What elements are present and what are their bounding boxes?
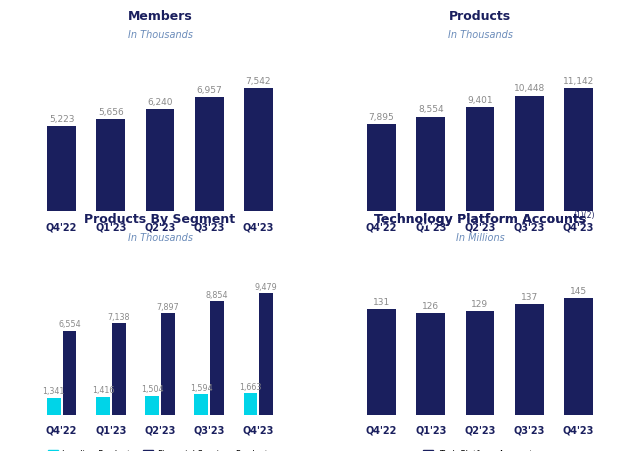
Text: 9,401: 9,401 <box>467 96 493 105</box>
Bar <box>161 314 175 415</box>
Text: 5,223: 5,223 <box>49 115 74 124</box>
Text: Technology Platform Accounts: Technology Platform Accounts <box>374 212 586 226</box>
Bar <box>515 304 543 415</box>
Bar <box>367 124 396 212</box>
Text: Members: Members <box>127 9 193 23</box>
Bar <box>96 397 110 415</box>
Text: 7,897: 7,897 <box>157 302 179 311</box>
Text: 7,542: 7,542 <box>246 77 271 86</box>
Text: 1,594: 1,594 <box>190 383 212 392</box>
Bar <box>195 395 208 415</box>
Bar <box>466 108 494 212</box>
Text: 8,554: 8,554 <box>418 105 444 114</box>
Bar <box>466 311 494 415</box>
Text: In Millions: In Millions <box>456 233 504 243</box>
Text: 1,416: 1,416 <box>92 385 114 394</box>
Text: Products: Products <box>449 9 511 23</box>
Text: 11,142: 11,142 <box>563 77 594 86</box>
Bar <box>112 323 125 415</box>
Bar <box>367 309 396 415</box>
Text: 131: 131 <box>373 297 390 306</box>
Bar <box>244 394 257 415</box>
Bar <box>97 120 125 212</box>
Legend: Lending Products, Financial Services Products: Lending Products, Financial Services Pro… <box>48 449 272 451</box>
Text: In Thousands: In Thousands <box>447 30 513 40</box>
Text: 7,138: 7,138 <box>108 312 130 321</box>
Bar <box>564 298 593 415</box>
Text: In Thousands: In Thousands <box>127 233 193 243</box>
Text: 137: 137 <box>520 293 538 302</box>
Bar <box>244 89 273 212</box>
Bar <box>146 110 174 212</box>
Bar <box>259 294 273 415</box>
Text: 9,479: 9,479 <box>255 282 278 291</box>
Bar <box>417 117 445 212</box>
Text: Products By Segment: Products By Segment <box>84 212 236 226</box>
Legend: Tech Platform Accounts: Tech Platform Accounts <box>422 449 538 451</box>
Text: 6,554: 6,554 <box>58 320 81 328</box>
Text: 5,656: 5,656 <box>98 107 124 116</box>
Text: Technology Platform Accounts: Technology Platform Accounts <box>374 212 586 226</box>
Bar <box>515 97 543 212</box>
Text: (1)(2): (1)(2) <box>573 211 595 220</box>
Text: 6,957: 6,957 <box>196 86 222 95</box>
Bar <box>47 127 76 212</box>
Text: 129: 129 <box>472 299 488 308</box>
Text: 7,895: 7,895 <box>369 113 394 121</box>
Bar <box>145 396 159 415</box>
Bar <box>564 89 593 212</box>
Bar <box>210 302 224 415</box>
Text: 1,341: 1,341 <box>42 387 65 396</box>
Text: 1,663: 1,663 <box>239 382 262 391</box>
Text: 8,854: 8,854 <box>206 290 228 299</box>
Text: In Thousands: In Thousands <box>127 30 193 40</box>
Text: 6,240: 6,240 <box>147 98 173 107</box>
Bar <box>195 98 223 212</box>
Text: 1,504: 1,504 <box>141 384 163 393</box>
Text: 126: 126 <box>422 301 439 310</box>
Text: 10,448: 10,448 <box>514 84 545 93</box>
Bar <box>47 398 61 415</box>
Bar <box>63 331 76 415</box>
Text: 145: 145 <box>570 286 587 295</box>
Text: Technology Platform Accounts: Technology Platform Accounts <box>358 212 602 226</box>
Bar <box>417 313 445 415</box>
